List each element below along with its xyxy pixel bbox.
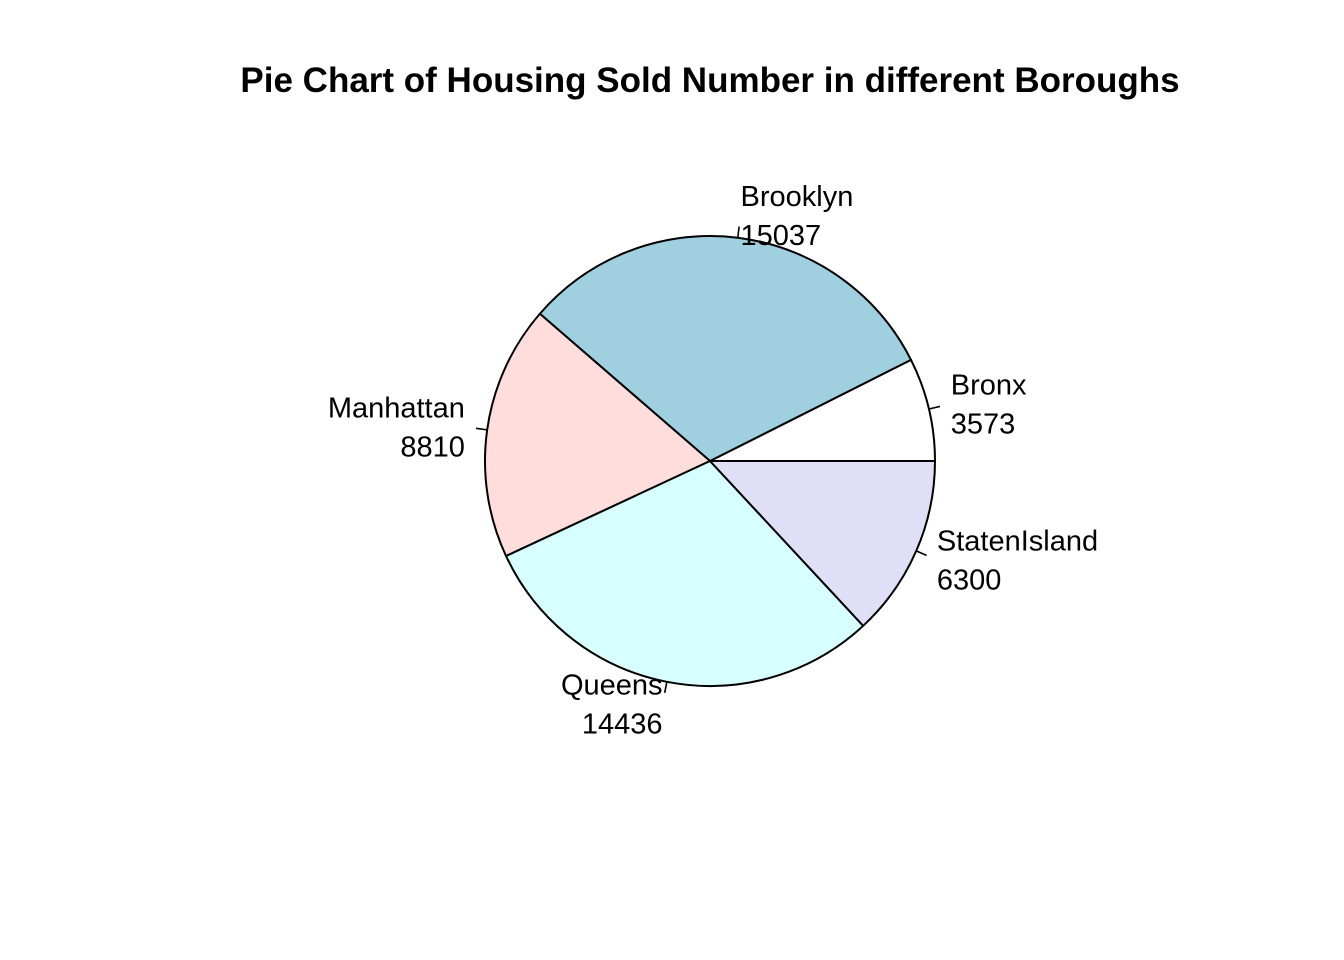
slice-label-queens: Queens 14436	[561, 669, 663, 740]
slice-label-brooklyn: Brooklyn 15037	[741, 181, 854, 252]
slice-name: Manhattan	[328, 392, 465, 424]
slice-name: Brooklyn	[741, 181, 854, 213]
label-tick-statenisland	[915, 550, 927, 557]
slice-value: 8810	[400, 431, 465, 463]
pie-slice-queens	[505, 460, 865, 687]
label-tick-queens	[663, 681, 668, 694]
label-tick-bronx	[928, 405, 941, 410]
chart-title: Pie Chart of Housing Sold Number in diff…	[240, 61, 1179, 100]
pie-slices	[484, 235, 936, 687]
slice-name: Queens	[561, 669, 663, 701]
slice-label-bronx: Bronx 3573	[951, 369, 1027, 440]
slice-value: 15037	[741, 220, 822, 252]
pie-slice-bronx	[709, 358, 936, 462]
slice-label-manhattan: Manhattan 8810	[328, 392, 465, 463]
pie-slice-manhattan	[484, 312, 711, 558]
slice-value: 14436	[582, 708, 663, 740]
label-tick-manhattan	[475, 427, 488, 431]
slice-value: 3573	[951, 408, 1016, 440]
slice-value: 6300	[937, 564, 1002, 596]
slice-label-statenisland: StatenIsland 6300	[937, 525, 1098, 596]
slice-name: StatenIsland	[937, 525, 1098, 557]
pie-slice-statenisland	[709, 460, 936, 627]
slice-name: Bronx	[951, 369, 1027, 401]
label-ticks	[475, 226, 941, 694]
slice-labels: Bronx 3573 Brooklyn 15037 Manhattan 8810 Queen…	[328, 181, 1098, 741]
label-tick-brooklyn	[736, 226, 740, 238]
